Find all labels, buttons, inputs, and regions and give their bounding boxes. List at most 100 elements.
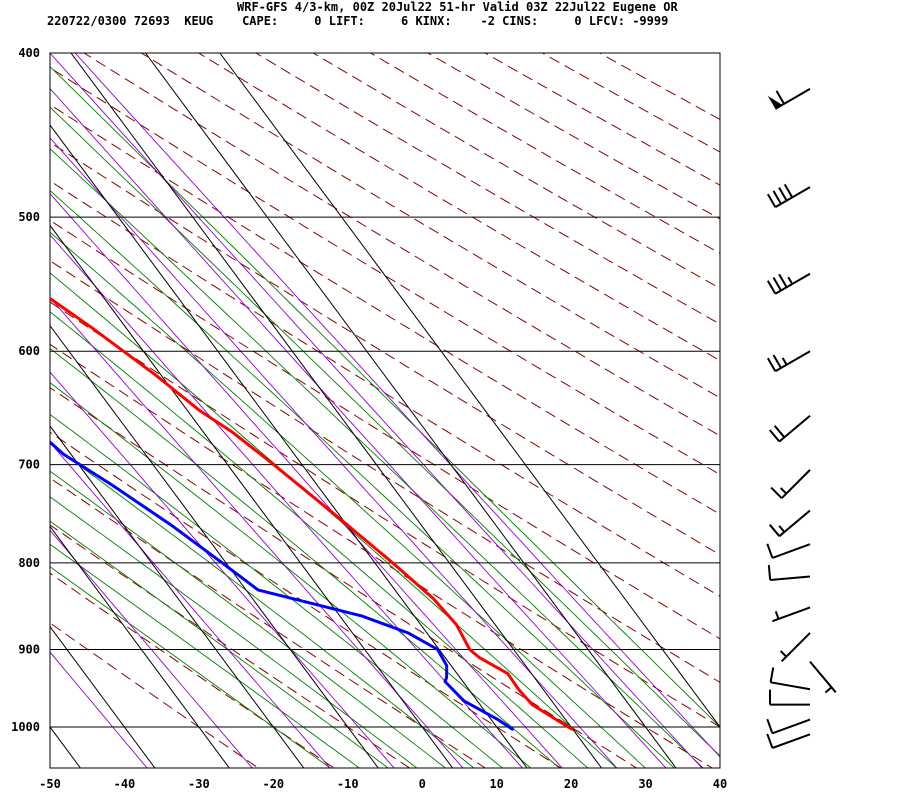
moist-adiabat [50, 189, 675, 768]
dewpoint-trace [50, 440, 514, 731]
dry-adiabat [140, 53, 720, 399]
barb-feather [766, 718, 774, 734]
x-tick-label: -10 [337, 777, 359, 791]
wind-barb [779, 632, 811, 662]
barb-feather [768, 524, 781, 537]
isotherm [50, 324, 379, 768]
isotherm [50, 124, 528, 768]
sounding-traces [50, 296, 574, 731]
wind-barb [766, 733, 811, 749]
wind-barb [766, 718, 811, 735]
dry-adiabat [50, 141, 720, 556]
barb-staff [774, 88, 811, 110]
isotherm [50, 224, 454, 768]
wind-barb [769, 667, 811, 691]
isotherm [0, 53, 6, 768]
y-tick-label: 400 [18, 46, 40, 60]
moist-adiabat [50, 413, 504, 768]
isotherm [50, 425, 305, 768]
wind-barbs [766, 88, 837, 749]
dry-adiabat [50, 524, 411, 768]
y-tick-label: 700 [18, 458, 40, 472]
x-tick-label: 10 [489, 777, 503, 791]
y-tick-label: 600 [18, 344, 40, 358]
dry-adiabat [50, 431, 562, 768]
barb-feather [778, 273, 788, 288]
wind-barb [767, 88, 811, 110]
wind-barb [770, 469, 811, 499]
dry-adiabat [484, 53, 720, 186]
moist-adiabat [50, 106, 720, 757]
mixing-ratio-line [50, 137, 618, 768]
x-tick-label: -30 [188, 777, 210, 791]
dry-adiabat [50, 477, 487, 768]
moist-adiabat [50, 65, 720, 728]
mixing-ratio-line [50, 441, 331, 768]
barb-feather [767, 564, 772, 581]
y-tick-label: 1000 [11, 720, 40, 734]
dry-adiabat [369, 53, 720, 254]
x-tick-label: -40 [114, 777, 136, 791]
background-lines [0, 53, 720, 768]
y-tick-label: 900 [18, 642, 40, 656]
dry-adiabat [50, 301, 720, 728]
x-tick-label: -50 [39, 777, 61, 791]
barb-staff [774, 350, 811, 373]
wind-barb [769, 689, 810, 706]
barb-feather [772, 190, 782, 205]
moist-adiabat [50, 496, 418, 768]
mixing-ratio-line [50, 529, 253, 768]
dry-adiabat [50, 104, 720, 515]
moist-adiabat [50, 543, 360, 768]
barb-staff [774, 186, 811, 208]
barb-pennant [767, 95, 783, 109]
barb-feather [772, 354, 782, 369]
barb-feather [768, 429, 781, 443]
dry-adiabat [50, 343, 714, 768]
moist-adiabat [50, 470, 447, 768]
isotherm [50, 625, 156, 768]
dry-adiabat [50, 180, 720, 597]
mixing-ratio-line [50, 234, 524, 768]
dry-adiabat [50, 622, 260, 768]
temperature-trace [50, 296, 574, 731]
barb-feather [766, 280, 777, 295]
mixing-ratio-line [50, 87, 667, 768]
moist-adiabat [50, 231, 646, 768]
mixing-ratio-line [50, 651, 148, 768]
mixing-ratio-line [50, 192, 563, 768]
barb-feather [770, 486, 783, 499]
dry-adiabat [50, 67, 720, 476]
barb-feather [766, 733, 774, 749]
wind-barb [772, 606, 811, 623]
x-tick-label: 40 [713, 777, 727, 791]
barb-feather [766, 543, 774, 559]
barb-feather [773, 425, 786, 438]
barb-half-feather [779, 650, 788, 658]
moist-adiabat [50, 443, 475, 768]
moist-adiabat [50, 347, 560, 768]
barb-half-feather [778, 525, 786, 533]
isotherm [50, 525, 230, 768]
wind-barb [768, 509, 811, 537]
barb-feather [766, 193, 777, 208]
isotherm [219, 53, 720, 728]
barb-staff [772, 543, 811, 559]
dry-adiabat [541, 53, 720, 153]
moist-adiabat [50, 566, 331, 768]
barb-staff [772, 733, 811, 749]
moist-adiabat [50, 520, 389, 768]
dry-adiabat [426, 53, 720, 220]
isotherm [50, 726, 81, 768]
moist-adiabat [50, 311, 589, 768]
mixing-ratio-line [50, 296, 464, 768]
x-tick-label: 0 [419, 777, 426, 791]
barb-half-feather [774, 611, 780, 620]
chart-title: WRF-GFS 4/3-km, 00Z 20Jul22 51-hr Valid … [237, 0, 678, 14]
dry-adiabat [50, 260, 720, 683]
moist-adiabat [50, 148, 704, 768]
wind-barb [766, 272, 811, 295]
wind-barb [766, 183, 811, 208]
wind-barb [766, 543, 811, 559]
